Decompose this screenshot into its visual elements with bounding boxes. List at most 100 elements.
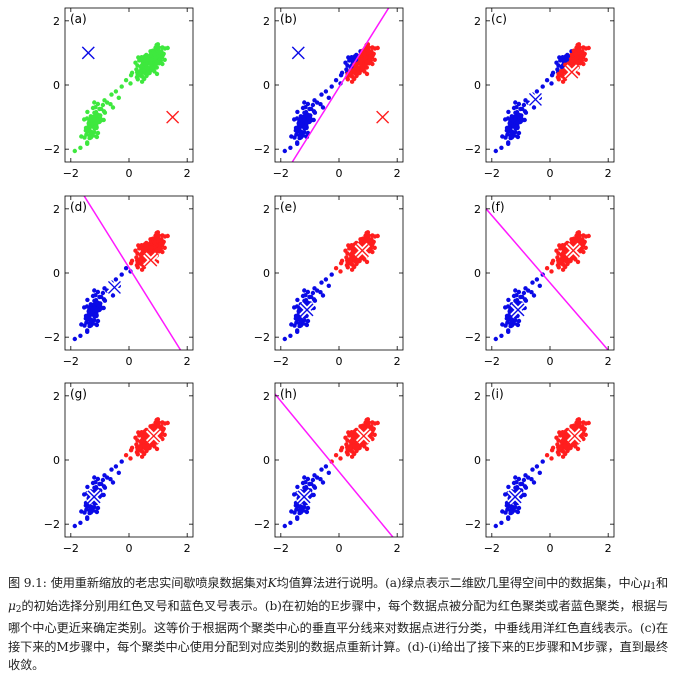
data-point (137, 433, 142, 438)
data-point (110, 480, 116, 485)
data-point (366, 238, 371, 243)
data-point (359, 57, 364, 62)
data-point (156, 238, 161, 243)
data-point (142, 76, 147, 82)
data-point (154, 42, 159, 48)
data-point (297, 135, 303, 140)
data-point (513, 298, 518, 303)
data-point (143, 245, 149, 250)
points-e (282, 230, 380, 342)
panel-label: (g) (70, 387, 87, 401)
data-point (505, 304, 511, 309)
data-point (154, 59, 160, 64)
data-point (162, 245, 167, 250)
data-point (309, 481, 314, 487)
data-point (296, 121, 301, 126)
data-point (583, 432, 588, 437)
data-point (298, 318, 303, 323)
data-point (558, 246, 563, 251)
data-point (526, 288, 531, 293)
data-point (506, 109, 511, 115)
y-tick-label: 2 (474, 390, 481, 403)
data-point (87, 323, 93, 328)
data-point (338, 448, 344, 453)
data-point (516, 130, 522, 136)
data-point (92, 100, 97, 105)
panel-g: −2 0 2 −2 0 2 (g) (44, 382, 194, 555)
data-point (523, 298, 529, 303)
data-point (319, 280, 324, 285)
panel-label: (b) (280, 12, 297, 26)
data-point (520, 106, 525, 112)
panel-label: (c) (491, 12, 507, 26)
x-tick-label: 2 (394, 355, 401, 368)
data-point (563, 264, 568, 270)
data-point (149, 57, 154, 62)
data-point (516, 318, 522, 324)
data-point (521, 290, 527, 296)
points-g (72, 417, 170, 529)
data-point (162, 421, 168, 426)
data-point (363, 62, 368, 68)
data-point (110, 293, 116, 298)
x-tick-label: −2 (63, 355, 79, 368)
data-point (94, 120, 99, 125)
x-tick-label: 0 (336, 542, 343, 555)
data-point (310, 477, 316, 483)
data-point (310, 290, 316, 296)
data-point (514, 105, 519, 110)
blue-center-marker (81, 46, 95, 60)
panel-label: (d) (70, 200, 87, 214)
data-point (563, 256, 568, 262)
data-point (564, 437, 569, 442)
data-point (523, 110, 529, 115)
data-point (128, 456, 133, 461)
data-point (537, 470, 542, 475)
data-point (347, 58, 352, 63)
data-point (531, 480, 537, 485)
data-point (554, 435, 559, 440)
y-tick-label: 0 (53, 454, 60, 467)
caption-text-3: 的初始选择分别用红色叉号和蓝色叉号表示。(b)在初始的E步骤中，每个数据点被分配… (8, 598, 668, 673)
y-tick-label: 2 (53, 203, 60, 216)
data-point (563, 451, 568, 457)
caption-sub-2: 2 (15, 604, 22, 615)
points-f (486, 207, 610, 350)
data-point (575, 42, 580, 48)
data-point (513, 100, 518, 105)
data-point (305, 101, 311, 107)
caption-text-1: 使用重新缩放的老忠实间歇喷泉数据集对 (50, 576, 268, 590)
data-point (153, 62, 158, 68)
data-point (530, 280, 535, 285)
blue-center-marker (291, 46, 305, 60)
data-point (500, 509, 505, 514)
data-point (93, 480, 98, 485)
data-point (343, 435, 348, 440)
data-point (78, 333, 83, 338)
panel-a: −2 0 2 −2 0 2 (a) (44, 7, 194, 180)
data-point (549, 261, 555, 266)
data-point (567, 259, 572, 264)
data-point (583, 234, 589, 239)
x-tick-label: 2 (605, 167, 612, 180)
data-point (92, 312, 98, 318)
data-point (160, 61, 165, 67)
data-point (513, 110, 518, 116)
red-center-marker (564, 64, 580, 80)
data-point (315, 288, 320, 293)
blue-center-marker (510, 302, 526, 318)
data-point (146, 71, 151, 76)
y-tick-label: 2 (263, 15, 270, 28)
data-point (338, 456, 343, 461)
data-point (558, 444, 564, 449)
data-point (305, 318, 311, 324)
data-point (509, 318, 514, 323)
data-point (87, 135, 93, 140)
y-tick-label: −2 (465, 143, 481, 156)
red-center-marker (143, 252, 159, 268)
data-point (88, 505, 93, 510)
data-point (344, 255, 349, 260)
data-point (92, 110, 97, 116)
data-point (288, 520, 293, 525)
data-point (356, 446, 361, 451)
